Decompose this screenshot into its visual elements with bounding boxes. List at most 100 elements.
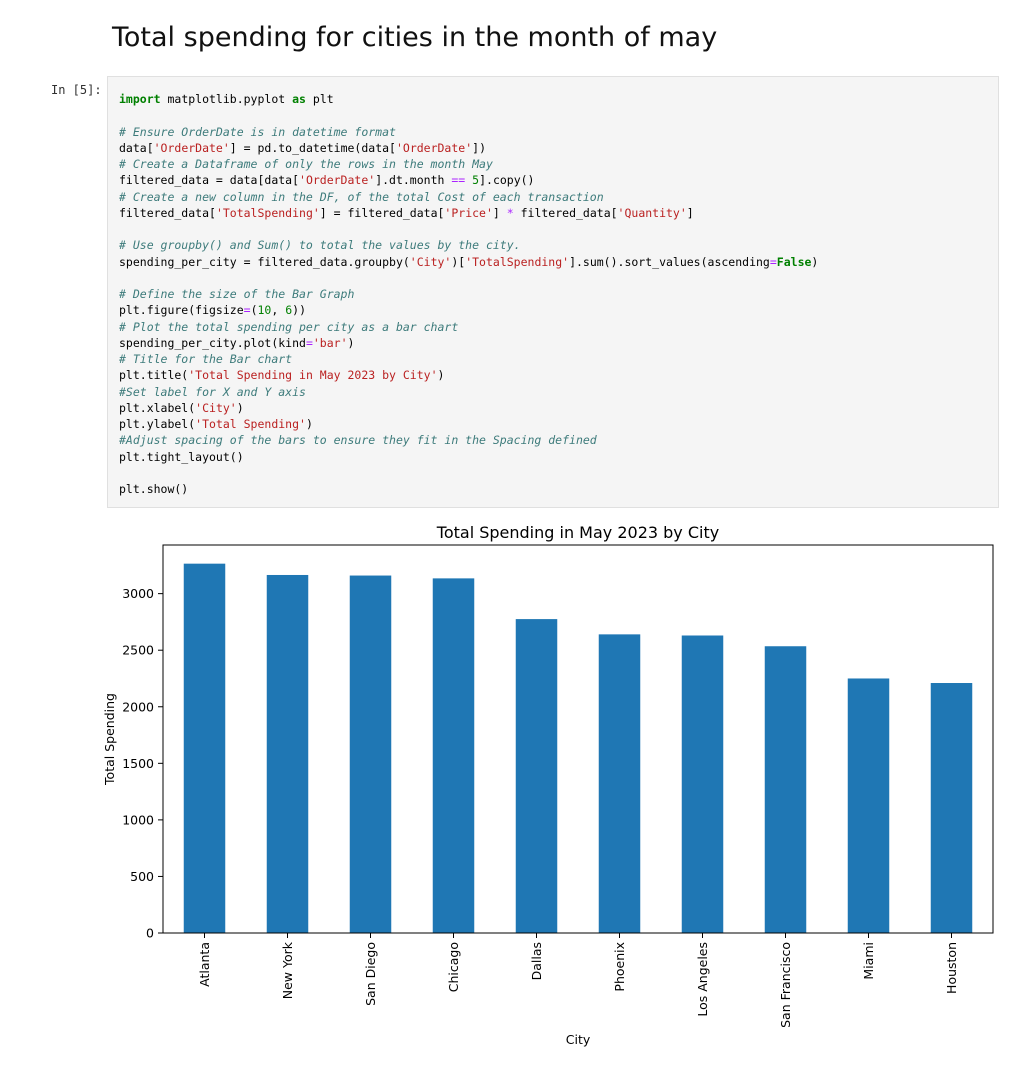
code-token: # Create a Dataframe of only the rows in… (119, 157, 493, 171)
code-token: # Use groupby() and Sum() to total the v… (119, 238, 521, 253)
code-token: )[ (451, 254, 466, 269)
code-line: #Adjust spacing of the bars to ensure th… (119, 432, 818, 448)
code-token: = (243, 303, 251, 318)
x-tick-label: Atlanta (197, 942, 212, 987)
markdown-heading: Total spending for cities in the month o… (112, 22, 718, 53)
code-token: 'Quantity' (617, 205, 687, 220)
code-line: #Set label for X and Y axis (119, 384, 818, 400)
code-line: plt.title('Total Spending in May 2023 by… (119, 367, 818, 383)
code-line: plt.tight_layout() (119, 449, 818, 465)
code-line (119, 221, 818, 237)
code-line: # Title for the Bar chart (119, 351, 818, 367)
code-token: ) (236, 400, 244, 415)
code-token: #Set label for X and Y axis (119, 384, 306, 399)
plot-frame (162, 544, 994, 934)
code-token: plt.figure(figsize (119, 303, 244, 318)
code-token: # Create a new column in the DF, of the … (119, 189, 604, 204)
code-token: data[ (119, 140, 154, 155)
code-token: # Ensure OrderDate is in datetime format (119, 124, 396, 139)
code-token: # Title for the Bar chart (119, 352, 293, 366)
x-axis-label: City (566, 1032, 591, 1047)
code-line (119, 107, 818, 123)
code-token: False (776, 254, 812, 269)
code-token: 10 (257, 303, 272, 318)
code-line (119, 270, 818, 286)
code-token: = (305, 335, 313, 350)
code-token: ] (686, 205, 694, 220)
code-token: , (271, 303, 286, 318)
code-line: filtered_data = data[data['OrderDate'].d… (119, 172, 818, 188)
code-token: plt (305, 92, 334, 106)
x-tick-label: San Francisco (778, 942, 793, 1028)
code-line: # Create a Dataframe of only the rows in… (119, 156, 818, 172)
y-tick-label: 1500 (122, 756, 154, 771)
code-line: # Define the size of the Bar Graph (119, 286, 818, 302)
code-token: # Plot the total spending per city as a … (119, 319, 459, 334)
code-token: 'Price' (444, 205, 493, 220)
y-tick-label: 2500 (122, 643, 154, 658)
code-line: spending_per_city = filtered_data.groupb… (119, 254, 818, 270)
y-tick-label: 2000 (122, 699, 154, 714)
code-token: 'OrderDate' (395, 140, 473, 155)
code-line: plt.figure(figsize=(10, 6)) (119, 302, 818, 318)
cell-prompt: In [5]: (51, 83, 102, 97)
code-token: matplotlib.pyplot (160, 92, 293, 106)
code-token: = (769, 254, 777, 269)
code-token: == (451, 173, 466, 188)
code-token: ].sum().sort_values(ascending (569, 254, 770, 269)
x-tick-label: New York (280, 941, 295, 999)
code-line: plt.ylabel('Total Spending') (119, 416, 818, 432)
code-token: 'bar' (312, 335, 348, 350)
bar-los-angeles (681, 635, 724, 933)
code-token: ] = pd.to_datetime(data[ (229, 140, 396, 155)
x-tick-label: Chicago (446, 942, 461, 992)
code-token: ) (347, 335, 355, 350)
code-line: import matplotlib.pyplot as plt (119, 91, 818, 107)
code-token: plt.ylabel( (119, 417, 196, 431)
code-token: plt.xlabel( (119, 400, 196, 415)
code-token: 6 (285, 303, 293, 318)
code-token: filtered_data = data[data[ (119, 173, 300, 188)
code-token: filtered_data[ (119, 205, 216, 220)
bar-chicago (432, 578, 475, 933)
bar-miami (847, 678, 890, 933)
code-line: # Use groupby() and Sum() to total the v… (119, 237, 818, 253)
x-tick-label: Dallas (529, 942, 544, 980)
code-line: # Ensure OrderDate is in datetime format (119, 124, 818, 140)
code-line: filtered_data['TotalSpending'] = filtere… (119, 205, 818, 221)
code-token: ( (250, 303, 258, 318)
code-token: # Define the size of the Bar Graph (119, 287, 355, 301)
code-token: filtered_data[ (513, 205, 618, 220)
code-token: spending_per_city = filtered_data.groupb… (119, 254, 410, 269)
code-token: )) (292, 303, 307, 318)
code-line (119, 465, 818, 481)
code-token: 'Total Spending in May 2023 by City' (188, 368, 438, 383)
bar-new-york (266, 574, 309, 933)
code-block[interactable]: import matplotlib.pyplot as plt # Ensure… (119, 91, 818, 497)
code-token: as (292, 92, 306, 106)
code-token: ) (811, 254, 819, 269)
chart-title: Total Spending in May 2023 by City (436, 523, 719, 542)
y-tick-label: 0 (146, 926, 154, 941)
code-token: 'OrderDate' (153, 140, 230, 155)
code-token: 'OrderDate' (299, 173, 376, 188)
bar-phoenix (598, 634, 641, 933)
code-line: plt.show() (119, 481, 818, 497)
code-token: ] (492, 205, 507, 220)
bar-chart: Total Spending in May 2023 by City 0 500 10… (102, 523, 994, 1047)
code-token: #Adjust spacing of the bars to ensure th… (119, 433, 597, 448)
code-cell-editor[interactable]: import matplotlib.pyplot as plt # Ensure… (107, 76, 999, 508)
bar-atlanta (183, 563, 226, 933)
x-tick-label: Miami (861, 942, 876, 980)
bar-dallas (515, 619, 558, 933)
bar-san-diego (349, 575, 392, 933)
code-token: 'Total Spending' (195, 417, 306, 431)
x-tick-label: Houston (944, 942, 959, 994)
code-token: * (506, 205, 514, 220)
code-token: ].copy() (479, 173, 535, 188)
code-line: data['OrderDate'] = pd.to_datetime(data[… (119, 140, 818, 156)
code-token: 5 (472, 173, 480, 188)
y-axis-label: Total Spending (102, 693, 117, 786)
code-token: ].dt.month (375, 173, 452, 188)
code-token: ] = filtered_data[ (319, 205, 445, 220)
